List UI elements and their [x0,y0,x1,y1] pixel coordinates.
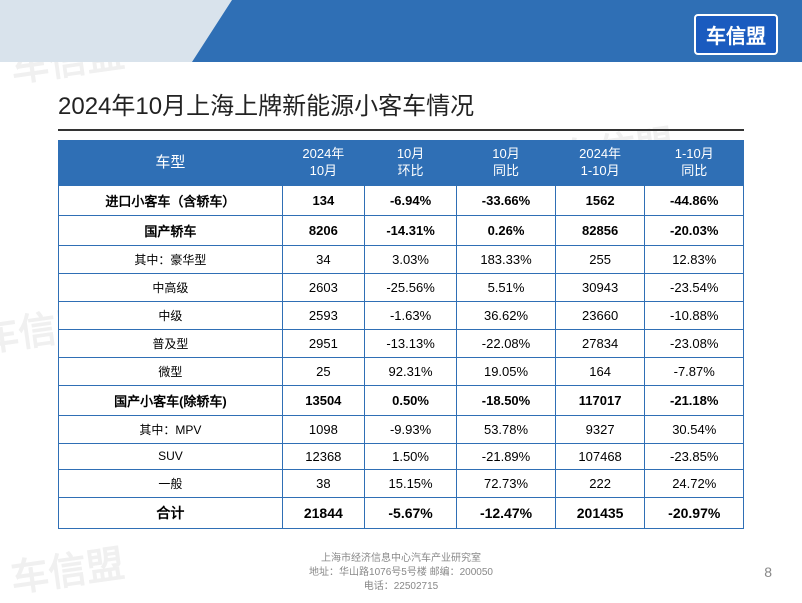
table-header-cell: 10月环比 [364,141,456,186]
table-cell: -23.54% [645,273,744,301]
table-cell: -23.85% [645,443,744,469]
brand-logo: 车信盟 [694,14,778,55]
table-cell: 164 [555,357,645,385]
table-row: 进口小客车（含轿车）134-6.94%-33.66%1562-44.86% [59,185,744,215]
table-cell: -14.31% [364,215,456,245]
table-cell: 30.54% [645,415,744,443]
table-cell: -13.13% [364,329,456,357]
table-cell: 222 [555,469,645,497]
footer-text: 上海市经济信息中心汽车产业研究室 地址：华山路1076号5号楼 邮编：20005… [0,552,802,594]
table-cell: -18.50% [457,385,555,415]
table-cell: 107468 [555,443,645,469]
table-cell: 72.73% [457,469,555,497]
table-cell: -22.08% [457,329,555,357]
table-cell: 201435 [555,497,645,528]
page-number: 8 [764,564,772,580]
table-cell: 微型 [59,357,283,385]
table-cell: 12368 [282,443,364,469]
table-cell: 25 [282,357,364,385]
table-cell: 92.31% [364,357,456,385]
table-cell: 0.50% [364,385,456,415]
table-cell: 1.50% [364,443,456,469]
table-cell: 183.33% [457,245,555,273]
table-cell: 36.62% [457,301,555,329]
table-cell: 普及型 [59,329,283,357]
table-cell: 9327 [555,415,645,443]
table-cell: -10.88% [645,301,744,329]
table-cell: -20.03% [645,215,744,245]
table-cell: 1562 [555,185,645,215]
table-cell: 一般 [59,469,283,497]
table-cell: SUV [59,443,283,469]
table-cell: 进口小客车（含轿车） [59,185,283,215]
table-cell: 0.26% [457,215,555,245]
table-cell: 5.51% [457,273,555,301]
table-cell: 38 [282,469,364,497]
table-cell: 27834 [555,329,645,357]
table-cell: -6.94% [364,185,456,215]
table-cell: 13504 [282,385,364,415]
footer-line: 上海市经济信息中心汽车产业研究室 [0,552,802,566]
table-header-cell: 1-10月同比 [645,141,744,186]
table-cell: 国产小客车(除轿车) [59,385,283,415]
table-row: 国产小客车(除轿车)135040.50%-18.50%117017-21.18% [59,385,744,415]
table-cell: 23660 [555,301,645,329]
slide-title: 2024年10月上海上牌新能源小客车情况 [58,86,744,131]
table-cell: -21.18% [645,385,744,415]
table-header-cell: 车型 [59,141,283,186]
footer-line: 电话：22502715 [0,580,802,594]
table-cell: 合计 [59,497,283,528]
table-cell: 其中：MPV [59,415,283,443]
table-cell: 24.72% [645,469,744,497]
table-cell: 3.03% [364,245,456,273]
table-cell: -9.93% [364,415,456,443]
top-banner [0,0,802,62]
table-cell: 21844 [282,497,364,528]
table-row: 微型2592.31%19.05%164-7.87% [59,357,744,385]
table-cell: 1098 [282,415,364,443]
table-cell: -25.56% [364,273,456,301]
table-cell: 34 [282,245,364,273]
data-table: 车型2024年10月10月环比10月同比2024年1-10月1-10月同比 进口… [58,140,744,529]
table-row: 其中：MPV1098-9.93%53.78%932730.54% [59,415,744,443]
table-cell: -44.86% [645,185,744,215]
table-row: 中级2593-1.63%36.62%23660-10.88% [59,301,744,329]
table-cell: 255 [555,245,645,273]
table-cell: 2951 [282,329,364,357]
table-cell: -21.89% [457,443,555,469]
table-cell: 中高级 [59,273,283,301]
table-cell: -12.47% [457,497,555,528]
table-cell: 53.78% [457,415,555,443]
table-row: 一般3815.15%72.73%22224.72% [59,469,744,497]
table-row: 合计21844-5.67%-12.47%201435-20.97% [59,497,744,528]
table-cell: 中级 [59,301,283,329]
table-row: 国产轿车8206-14.31%0.26%82856-20.03% [59,215,744,245]
table-cell: -33.66% [457,185,555,215]
table-row: 中高级2603-25.56%5.51%30943-23.54% [59,273,744,301]
table-cell: 2593 [282,301,364,329]
table-cell: 117017 [555,385,645,415]
table-cell: 82856 [555,215,645,245]
table-cell: 8206 [282,215,364,245]
table-cell: -7.87% [645,357,744,385]
table-cell: -20.97% [645,497,744,528]
table-row: SUV123681.50%-21.89%107468-23.85% [59,443,744,469]
table-row: 其中：豪华型343.03%183.33%25512.83% [59,245,744,273]
table-row: 普及型2951-13.13%-22.08%27834-23.08% [59,329,744,357]
table-cell: 12.83% [645,245,744,273]
table-cell: 134 [282,185,364,215]
table-header-cell: 2024年10月 [282,141,364,186]
table-cell: 19.05% [457,357,555,385]
table-header-cell: 10月同比 [457,141,555,186]
table-header-cell: 2024年1-10月 [555,141,645,186]
table-cell: 其中：豪华型 [59,245,283,273]
table-cell: -23.08% [645,329,744,357]
table-cell: 2603 [282,273,364,301]
table-cell: 15.15% [364,469,456,497]
table-cell: -1.63% [364,301,456,329]
table-cell: -5.67% [364,497,456,528]
footer-line: 地址：华山路1076号5号楼 邮编：200050 [0,566,802,580]
table-cell: 国产轿车 [59,215,283,245]
table-cell: 30943 [555,273,645,301]
